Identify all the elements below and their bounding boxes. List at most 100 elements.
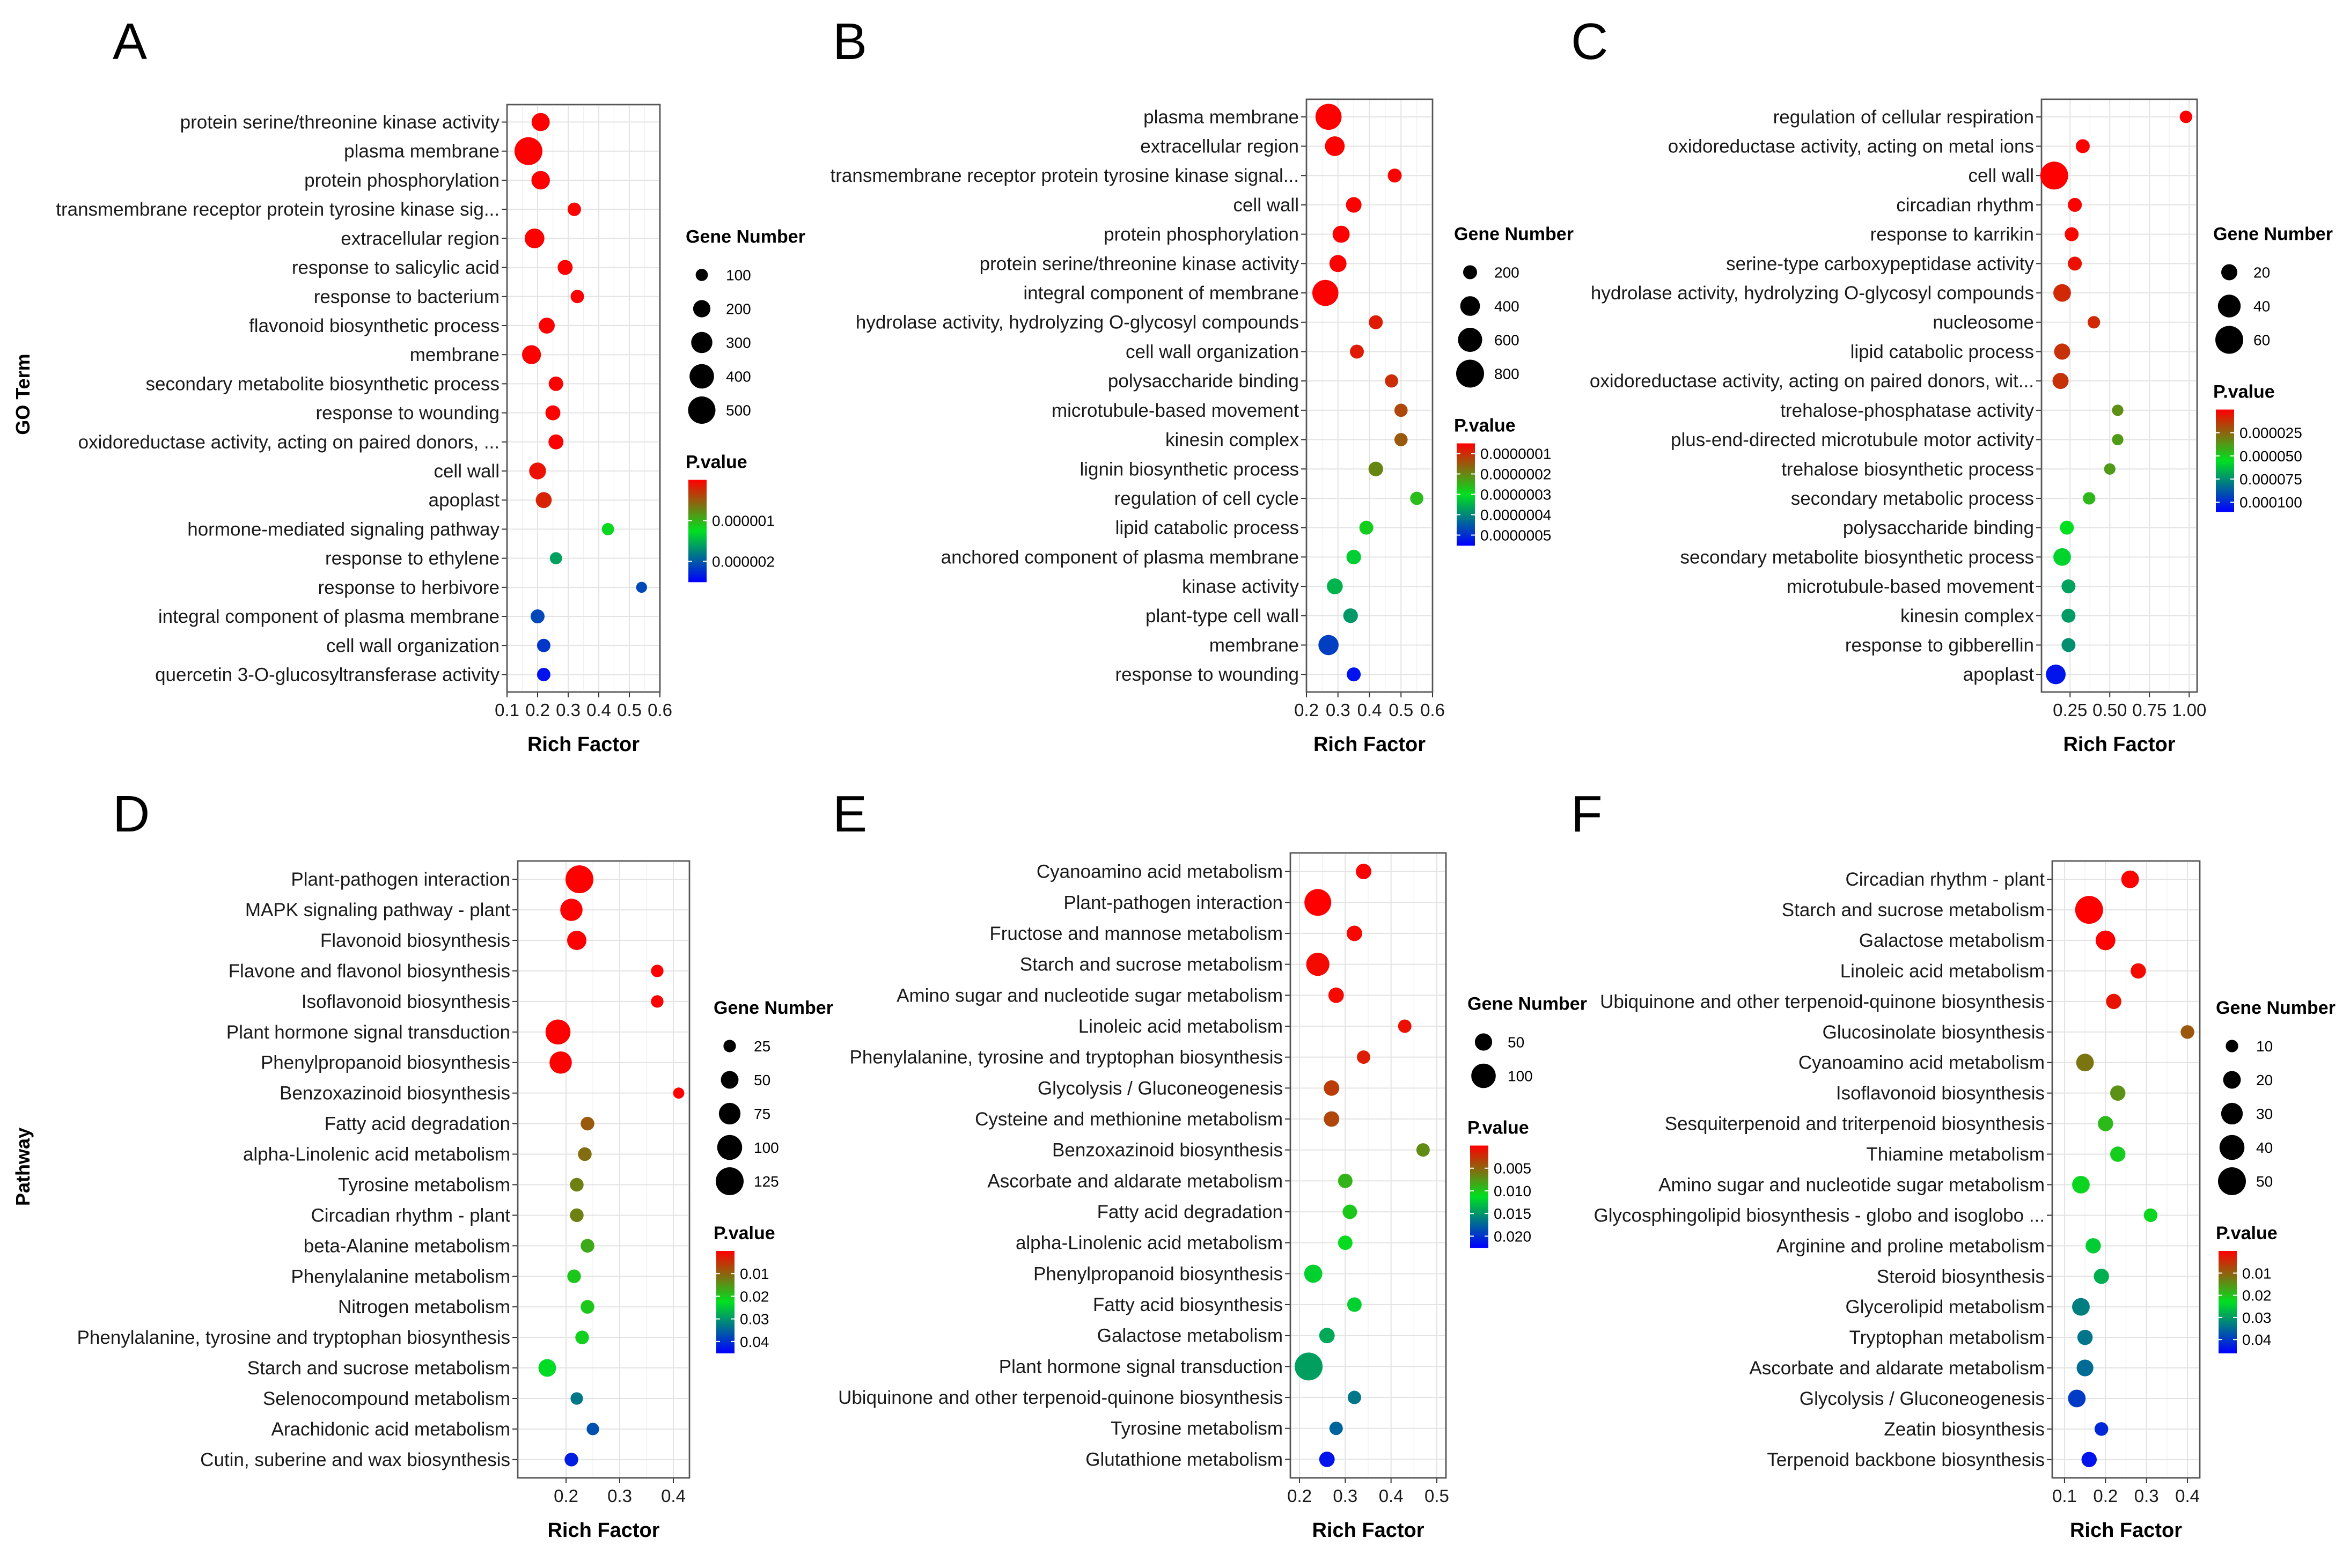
color-legend-label: 0.0000004 — [1480, 507, 1551, 524]
color-bar-segment — [1470, 1166, 1488, 1168]
color-bar-segment — [688, 520, 707, 523]
term-label: cell wall organization — [1126, 341, 1299, 362]
data-point — [2110, 1085, 2126, 1101]
color-bar-segment — [1470, 1171, 1488, 1173]
term-label: Glycolysis / Gluconeogenesis — [1038, 1078, 1283, 1099]
data-point — [1315, 104, 1342, 130]
color-bar-segment — [716, 1278, 735, 1280]
data-point — [2072, 1176, 2090, 1194]
color-bar-segment — [2216, 448, 2234, 451]
x-axis-title: Rich Factor — [1313, 733, 1426, 756]
size-legend-key — [2226, 1040, 2238, 1052]
x-axis-title: Rich Factor — [2063, 733, 2175, 756]
data-point — [1312, 279, 1339, 306]
data-point — [1306, 952, 1330, 976]
color-bar-segment — [716, 1298, 735, 1301]
color-bar-segment — [1457, 520, 1475, 522]
size-legend-label: 10 — [2256, 1038, 2273, 1055]
data-point — [2075, 139, 2090, 153]
color-bar-segment — [1457, 463, 1475, 466]
color-bar-segment — [2216, 476, 2234, 478]
color-bar-segment — [1470, 1230, 1488, 1233]
color-bar-segment — [1470, 1240, 1488, 1243]
term-label: plant-type cell wall — [1145, 606, 1299, 627]
term-label: Ascorbate and aldarate metabolism — [987, 1171, 1283, 1191]
term-label: Isoflavonoid biosynthesis — [1836, 1083, 2045, 1104]
term-label: Steroid biosynthesis — [1877, 1266, 2045, 1287]
term-label: Phenylalanine, tyrosine and tryptophan b… — [850, 1047, 1283, 1068]
term-label: Glucosinolate biosynthesis — [1823, 1022, 2045, 1043]
color-bar-segment — [688, 575, 707, 577]
color-bar-segment — [2216, 459, 2234, 461]
color-bar-segment — [1457, 503, 1475, 505]
term-label: membrane — [410, 344, 500, 365]
color-bar-segment — [2219, 1310, 2237, 1313]
color-bar-segment — [1457, 535, 1475, 538]
x-tick-label: 0.5 — [1424, 1486, 1449, 1506]
data-point — [566, 865, 593, 894]
color-bar-segment — [716, 1285, 735, 1287]
color-bar-segment — [716, 1257, 735, 1260]
color-bar-segment — [716, 1315, 735, 1318]
color-bar-segment — [2216, 418, 2234, 421]
data-point — [581, 1239, 594, 1253]
color-legend-label: 0.000075 — [2239, 471, 2302, 488]
color-bar-segment — [688, 480, 707, 482]
term-label: anchored component of plasma membrane — [941, 547, 1299, 568]
term-label: Glycolysis / Gluconeogenesis — [1800, 1388, 2045, 1409]
color-bar-segment — [716, 1263, 735, 1265]
color-bar-segment — [1457, 455, 1475, 458]
color-legend-label: 0.01 — [2242, 1265, 2272, 1282]
size-legend-key — [1456, 359, 1484, 388]
color-bar-segment — [2219, 1285, 2237, 1287]
term-label: Plant hormone signal transduction — [226, 1022, 510, 1043]
data-point — [2053, 548, 2071, 566]
x-axis-title: Rich Factor — [527, 733, 640, 756]
color-bar-segment — [1457, 514, 1475, 517]
data-point — [651, 965, 664, 977]
data-point — [1329, 255, 1347, 273]
color-bar-segment — [688, 551, 707, 554]
color-legend-label: 0.04 — [740, 1334, 769, 1350]
color-bar-segment — [716, 1351, 735, 1353]
term-label: Linoleic acid metabolism — [1078, 1016, 1283, 1037]
color-bar-segment — [2216, 479, 2234, 482]
color-bar-segment — [1457, 521, 1475, 524]
color-bar-segment — [688, 517, 707, 520]
color-bar-segment — [2219, 1320, 2237, 1323]
term-label: integral component of plasma membrane — [158, 606, 500, 627]
size-legend-label: 30 — [2256, 1106, 2273, 1122]
color-bar-segment — [716, 1314, 735, 1316]
color-bar-segment — [716, 1337, 735, 1340]
term-label: Phenylalanine metabolism — [291, 1266, 510, 1287]
color-bar-segment — [2219, 1278, 2237, 1280]
color-bar-segment — [688, 546, 707, 548]
panel-letter: F — [1571, 785, 1603, 843]
data-point — [1304, 889, 1332, 916]
color-bar-segment — [1470, 1215, 1488, 1218]
term-label: Zeatin biosynthesis — [1884, 1419, 2045, 1440]
term-label: Benzoxazinoid biosynthesis — [1052, 1140, 1283, 1161]
color-bar-segment — [1470, 1227, 1488, 1230]
x-tick-label: 0.5 — [1389, 700, 1413, 720]
color-bar-segment — [688, 541, 707, 543]
color-bar-segment — [2216, 504, 2234, 507]
color-bar-segment — [2219, 1251, 2237, 1253]
color-bar-segment — [2216, 491, 2234, 494]
term-label: Phenylpropanoid biosynthesis — [1033, 1263, 1283, 1284]
color-bar-segment — [1470, 1174, 1488, 1177]
term-label: response to ethylene — [325, 548, 500, 569]
color-bar-segment — [1470, 1177, 1488, 1180]
size-legend-label: 500 — [726, 402, 751, 419]
color-legend-label: 0.005 — [1494, 1160, 1531, 1177]
color-bar-segment — [1457, 470, 1475, 473]
color-bar-segment — [716, 1330, 735, 1333]
term-label: microtubule-based movement — [1052, 400, 1299, 421]
color-bar-segment — [2219, 1348, 2237, 1350]
color-bar-segment — [2219, 1288, 2237, 1291]
color-bar-segment — [1470, 1246, 1488, 1248]
x-tick-label: 0.4 — [586, 700, 611, 720]
color-bar-segment — [2216, 506, 2234, 509]
color-bar-segment — [2219, 1261, 2237, 1263]
term-label: response to gibberellin — [1845, 635, 2034, 656]
